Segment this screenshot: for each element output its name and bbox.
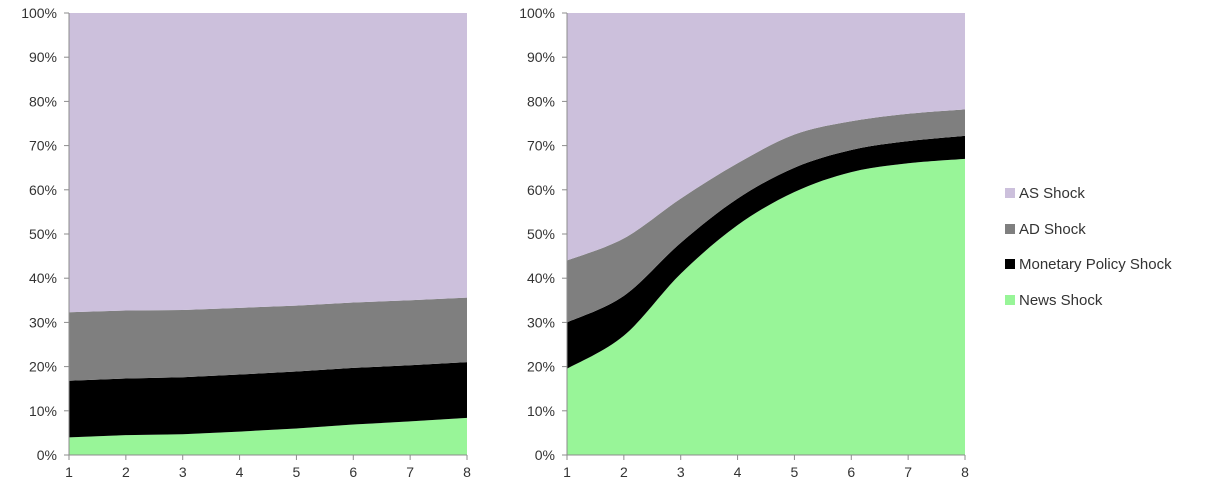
left-y-tick-label: 80% bbox=[29, 93, 57, 109]
right-x-tick-label: 2 bbox=[620, 464, 628, 480]
left-y-tick-label: 90% bbox=[29, 49, 57, 65]
left-chart: 0% 10% 20% 30% 40% 50% 60% 70% 80% 90% 100% 1 2 3 4 5 6 7… bbox=[21, 5, 471, 480]
left-chart-areas bbox=[69, 13, 467, 455]
left-x-tick-label: 4 bbox=[236, 464, 244, 480]
left-area-as-shock bbox=[69, 13, 467, 313]
left-y-tick-label: 70% bbox=[29, 138, 57, 154]
right-y-tick-label: 60% bbox=[527, 182, 555, 198]
left-x-tick-label: 8 bbox=[463, 464, 471, 480]
left-x-ticks: 1 2 3 4 5 6 7 8 bbox=[65, 455, 471, 480]
right-y-tick-label: 100% bbox=[519, 5, 555, 21]
right-x-tick-label: 8 bbox=[961, 464, 969, 480]
left-x-tick-label: 3 bbox=[179, 464, 187, 480]
right-x-tick-label: 7 bbox=[904, 464, 912, 480]
right-y-tick-label: 0% bbox=[535, 447, 555, 463]
right-y-tick-label: 30% bbox=[527, 314, 555, 330]
left-area-news-shock bbox=[69, 417, 467, 455]
right-y-tick-label: 90% bbox=[527, 49, 555, 65]
left-y-tick-label: 0% bbox=[37, 447, 57, 463]
left-y-tick-label: 10% bbox=[29, 403, 57, 419]
right-x-tick-label: 5 bbox=[791, 464, 799, 480]
legend-swatch-news-shock bbox=[1005, 295, 1015, 305]
right-y-tick-label: 20% bbox=[527, 359, 555, 375]
left-x-tick-label: 1 bbox=[65, 464, 73, 480]
right-x-tick-label: 1 bbox=[563, 464, 571, 480]
right-chart-areas bbox=[567, 13, 965, 456]
right-x-ticks: 1 2 3 4 5 6 7 8 bbox=[563, 455, 969, 480]
legend-item-as-shock: AS Shock bbox=[1005, 185, 1085, 202]
legend: AS Shock AD Shock Monetary Policy Shock … bbox=[1005, 185, 1172, 309]
legend-label-ad-shock: AD Shock bbox=[1019, 221, 1086, 238]
legend-swatch-monetary-policy-shock bbox=[1005, 259, 1015, 269]
right-x-tick-label: 6 bbox=[847, 464, 855, 480]
left-x-tick-label: 2 bbox=[122, 464, 130, 480]
legend-label-as-shock: AS Shock bbox=[1019, 185, 1085, 202]
legend-label-monetary-policy-shock: Monetary Policy Shock bbox=[1019, 256, 1172, 273]
right-x-tick-label: 4 bbox=[734, 464, 742, 480]
left-y-tick-label: 100% bbox=[21, 5, 57, 21]
right-y-ticks: 0% 10% 20% 30% 40% 50% 60% 70% 80% 90% 100% bbox=[519, 5, 567, 463]
right-y-tick-label: 80% bbox=[527, 93, 555, 109]
legend-swatch-ad-shock bbox=[1005, 224, 1015, 234]
right-area-news-shock bbox=[567, 158, 965, 456]
left-x-tick-label: 7 bbox=[406, 464, 414, 480]
right-y-tick-label: 70% bbox=[527, 138, 555, 154]
right-area-ad-shock bbox=[567, 109, 965, 323]
legend-item-ad-shock: AD Shock bbox=[1005, 221, 1086, 238]
legend-item-news-shock: News Shock bbox=[1005, 292, 1103, 309]
left-area-ad-shock bbox=[69, 297, 467, 381]
left-y-tick-label: 50% bbox=[29, 226, 57, 242]
left-y-tick-label: 40% bbox=[29, 270, 57, 286]
right-area-monetary-policy-shock bbox=[567, 135, 965, 369]
right-chart: 0% 10% 20% 30% 40% 50% 60% 70% 80% 90% 100% 1 2 3 4 5 6 7… bbox=[519, 5, 969, 480]
legend-swatch-as-shock bbox=[1005, 188, 1015, 198]
left-y-tick-label: 60% bbox=[29, 182, 57, 198]
left-x-tick-label: 6 bbox=[349, 464, 357, 480]
left-y-tick-label: 20% bbox=[29, 359, 57, 375]
left-x-tick-label: 5 bbox=[293, 464, 301, 480]
left-y-tick-label: 30% bbox=[29, 314, 57, 330]
right-x-tick-label: 3 bbox=[677, 464, 685, 480]
right-y-tick-label: 40% bbox=[527, 270, 555, 286]
legend-item-monetary-policy-shock: Monetary Policy Shock bbox=[1005, 256, 1172, 273]
left-y-ticks: 0% 10% 20% 30% 40% 50% 60% 70% 80% 90% 100% bbox=[21, 5, 69, 463]
right-y-tick-label: 10% bbox=[527, 403, 555, 419]
right-y-tick-label: 50% bbox=[527, 226, 555, 242]
left-area-monetary-policy-shock bbox=[69, 362, 467, 438]
legend-label-news-shock: News Shock bbox=[1019, 292, 1103, 309]
right-area-as-shock bbox=[567, 13, 965, 261]
